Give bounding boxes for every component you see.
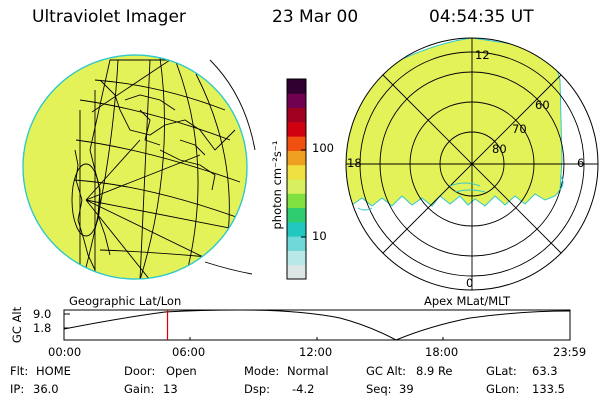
info-flt-value: HOME: [36, 364, 71, 378]
x-ticks: [189, 337, 444, 340]
coastlines: [74, 79, 236, 271]
xtick-0600: 06:00: [172, 345, 206, 359]
colorbar-segment: [287, 150, 306, 166]
altitude-ytick-9: 9.0: [33, 307, 52, 321]
mlt-label-6: 6: [577, 156, 585, 170]
mlt-polar-plot: [345, 37, 599, 291]
header-time: 04:54:35 UT: [429, 7, 534, 27]
info-ip-label: IP:: [10, 382, 25, 396]
limb-curve-top: [209, 59, 256, 151]
mlt-label-12: 12: [475, 48, 490, 62]
info-dsp-label: Dsp:: [244, 382, 271, 396]
xtick-1200: 12:00: [299, 345, 333, 359]
altitude-ytick-1.8: 1.8: [33, 321, 52, 335]
info-glat-label: GLat:: [486, 364, 517, 378]
colorbar-segment: [287, 193, 306, 209]
info-gain-value: 13: [163, 382, 178, 396]
geographic-globe: [22, 54, 256, 280]
altitude-curve: [63, 309, 571, 341]
colorbar-segment: [287, 236, 306, 251]
colorbar-tick-100: 100: [312, 141, 334, 155]
auroral-fill: [346, 38, 563, 207]
info-door-label: Door:: [124, 364, 156, 378]
altitude-ylabel: GC Alt: [10, 306, 24, 344]
info-door-value: Open: [166, 364, 197, 378]
info-gcalt-label: GC Alt:: [366, 364, 407, 378]
info-glat-value: 63.3: [532, 364, 558, 378]
xtick-2359: 23:59: [553, 345, 587, 359]
info-mode-value: Normal: [287, 364, 329, 378]
info-glon-value: 133.5: [532, 382, 565, 396]
info-dsp-value: -4.2: [292, 382, 315, 396]
mlt-label-18: 18: [347, 156, 362, 170]
info-flt-label: Flt:: [10, 364, 29, 378]
altitude-plot-frame: [63, 309, 571, 341]
info-seq-value: 39: [399, 382, 414, 396]
polar-grid: [346, 38, 598, 290]
info-gcalt-value: 8.9 Re: [416, 364, 453, 378]
colorbar: [286, 78, 307, 280]
mlat-label-60: 60: [535, 98, 550, 112]
altitude-plot: [63, 309, 571, 341]
edge-patches: [357, 175, 564, 211]
app-title: Ultraviolet Imager: [32, 7, 186, 27]
colorbar-segment: [287, 164, 306, 180]
xtick-1800: 18:00: [425, 345, 459, 359]
colorbar-segment: [287, 221, 306, 237]
info-mode-label: Mode:: [244, 364, 280, 378]
colorbar-frame: [286, 78, 307, 280]
info-seq-label: Seq:: [366, 382, 392, 396]
colorbar-segment: [287, 107, 306, 123]
colorbar-segment: [287, 93, 306, 109]
info-glon-label: GLon:: [486, 382, 520, 396]
colorbar-label: photon cm⁻²s⁻¹: [270, 140, 284, 230]
limb-curve-bottom: [204, 261, 253, 275]
colorbar-segment: [287, 250, 306, 266]
mlt-label-0: 0: [466, 276, 474, 290]
graticule-lines: [71, 57, 247, 279]
mlat-label-80: 80: [492, 142, 507, 156]
geographic-caption: Geographic Lat/Lon: [69, 294, 182, 308]
info-gain-label: Gain:: [124, 382, 155, 396]
globe-disk: [22, 54, 248, 280]
colorbar-segment: [287, 179, 306, 194]
colorbar-segment: [287, 264, 306, 280]
colorbar-segment: [287, 207, 306, 223]
apex-caption: Apex MLat/MLT: [424, 294, 511, 308]
colorbar-segment: [287, 79, 306, 94]
colorbar-tick-10: 10: [312, 229, 327, 243]
colorbar-segment: [287, 121, 306, 137]
header-date: 23 Mar 00: [272, 7, 359, 27]
info-ip-value: 36.0: [33, 382, 59, 396]
mlat-label-70: 70: [512, 122, 527, 136]
colorbar-segment: [287, 136, 306, 151]
xtick-0000: 00:00: [48, 345, 82, 359]
